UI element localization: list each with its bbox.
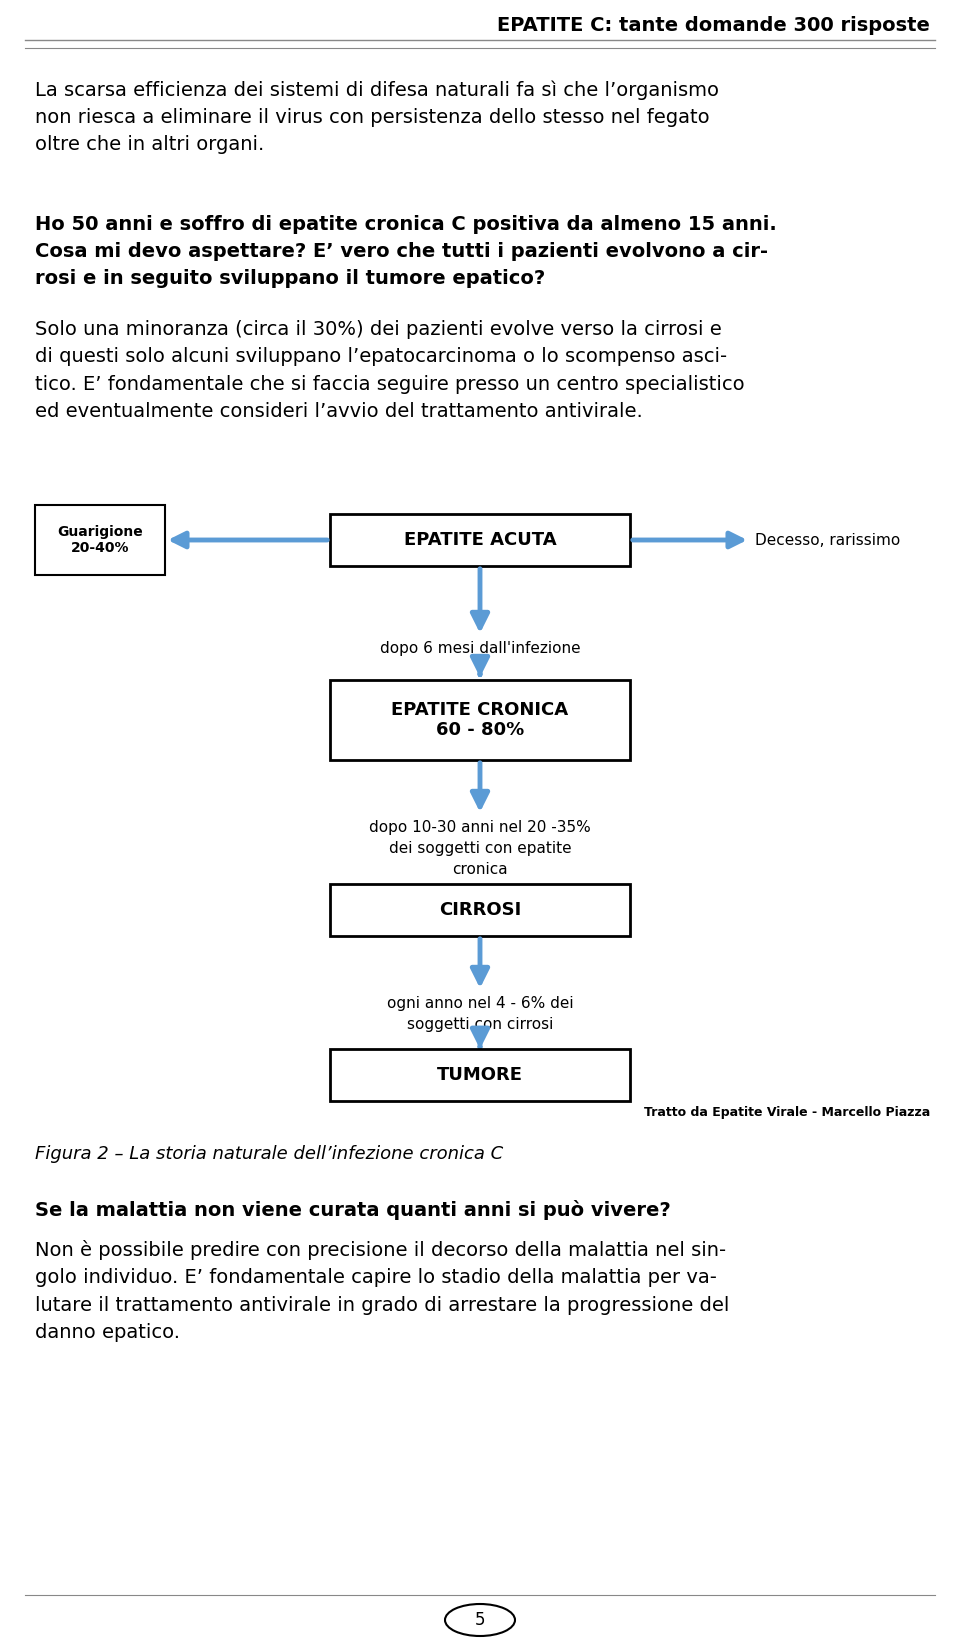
- FancyBboxPatch shape: [330, 681, 630, 760]
- FancyBboxPatch shape: [330, 515, 630, 566]
- FancyBboxPatch shape: [330, 1049, 630, 1101]
- Ellipse shape: [445, 1605, 515, 1636]
- Text: Decesso, rarissimo: Decesso, rarissimo: [755, 533, 900, 547]
- Text: TUMORE: TUMORE: [437, 1065, 523, 1083]
- Text: Non è possibile predire con precisione il decorso della malattia nel sin-
golo i: Non è possibile predire con precisione i…: [35, 1240, 730, 1342]
- FancyBboxPatch shape: [330, 884, 630, 935]
- Text: Tratto da Epatite Virale - Marcello Piazza: Tratto da Epatite Virale - Marcello Piaz…: [644, 1106, 930, 1120]
- Text: CIRROSI: CIRROSI: [439, 901, 521, 919]
- Text: Ho 50 anni e soffro di epatite cronica C positiva da almeno 15 anni.
Cosa mi dev: Ho 50 anni e soffro di epatite cronica C…: [35, 215, 777, 288]
- Text: ogni anno nel 4 - 6% dei
soggetti con cirrosi: ogni anno nel 4 - 6% dei soggetti con ci…: [387, 996, 573, 1032]
- Text: Se la malattia non viene curata quanti anni si può vivere?: Se la malattia non viene curata quanti a…: [35, 1200, 671, 1220]
- Text: Figura 2 – La storia naturale dell’infezione cronica C: Figura 2 – La storia naturale dell’infez…: [35, 1144, 503, 1162]
- Text: Solo una minoranza (circa il 30%) dei pazienti evolve verso la cirrosi e
di ques: Solo una minoranza (circa il 30%) dei pa…: [35, 321, 745, 421]
- FancyBboxPatch shape: [35, 505, 165, 575]
- Text: 5: 5: [475, 1611, 485, 1629]
- Text: dopo 10-30 anni nel 20 -35%
dei soggetti con epatite
cronica: dopo 10-30 anni nel 20 -35% dei soggetti…: [370, 820, 590, 876]
- Text: EPATITE CRONICA
60 - 80%: EPATITE CRONICA 60 - 80%: [392, 700, 568, 740]
- Text: Guarigione
20-40%: Guarigione 20-40%: [58, 524, 143, 556]
- Text: La scarsa efficienza dei sistemi di difesa naturali fa sì che l’organismo
non ri: La scarsa efficienza dei sistemi di dife…: [35, 81, 719, 155]
- Text: dopo 6 mesi dall'infezione: dopo 6 mesi dall'infezione: [380, 641, 580, 656]
- Text: EPATITE C: tante domande 300 risposte: EPATITE C: tante domande 300 risposte: [497, 16, 930, 35]
- Text: EPATITE ACUTA: EPATITE ACUTA: [404, 531, 556, 549]
